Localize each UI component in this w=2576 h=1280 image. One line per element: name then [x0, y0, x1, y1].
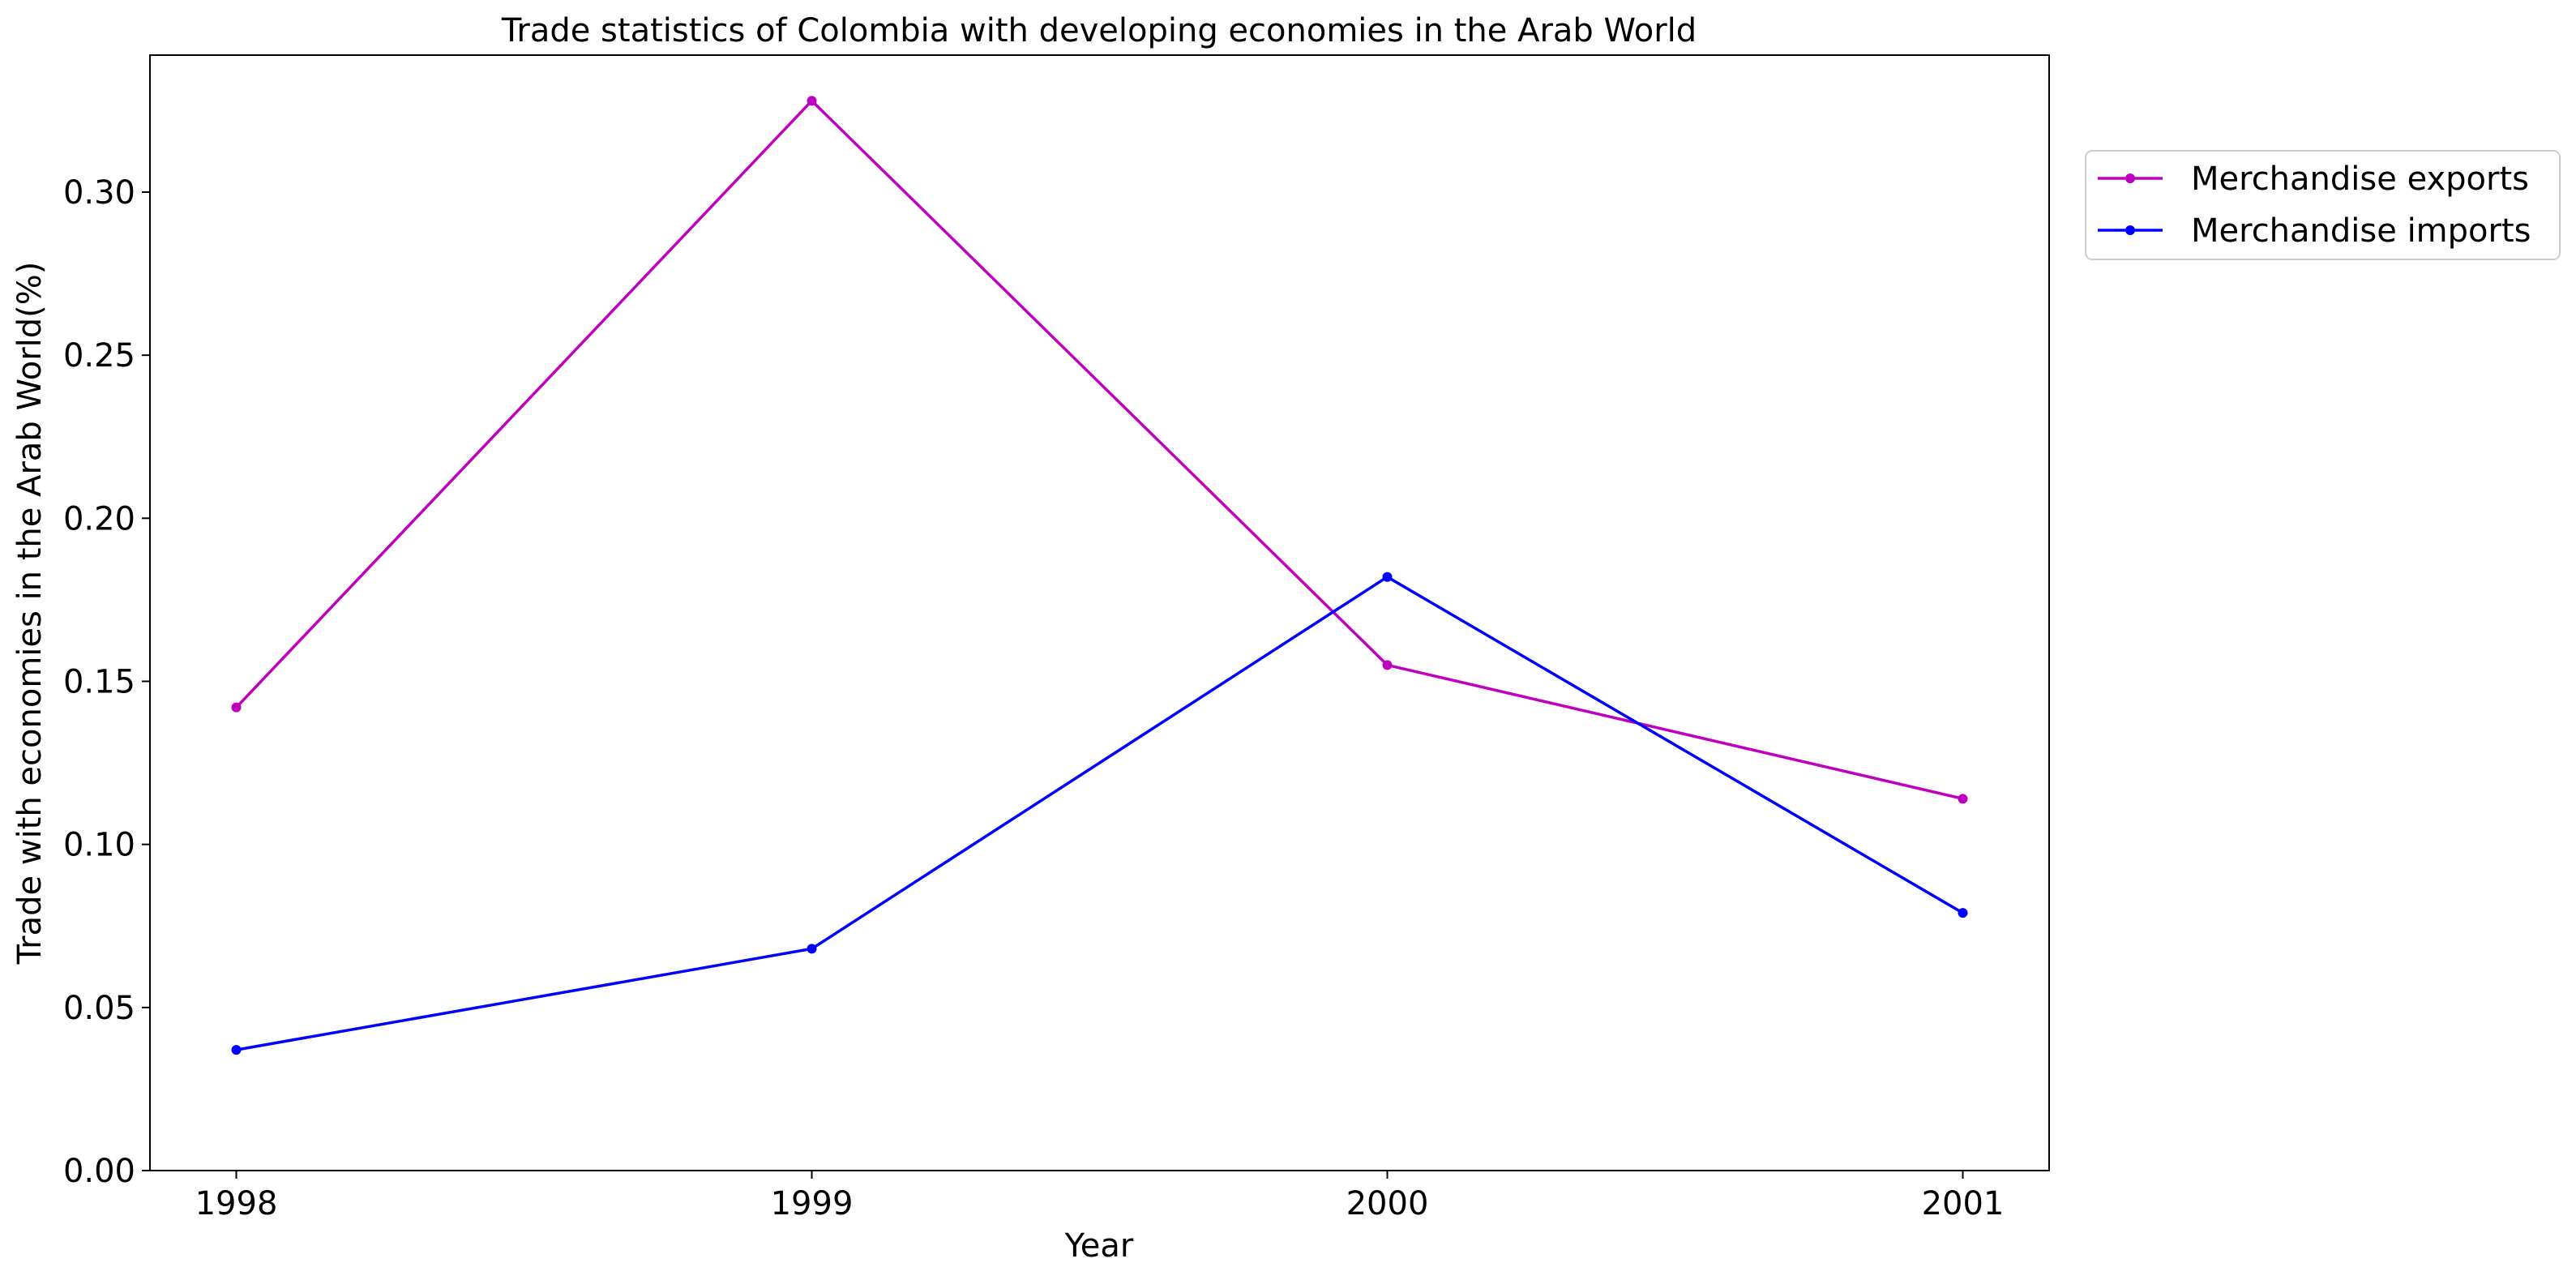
legend: Merchandise exports Merchandise imports [2085, 150, 2561, 260]
data-point [231, 702, 242, 713]
chart-title: Trade statistics of Colombia with develo… [501, 12, 1697, 49]
x-tick-label: 2001 [1922, 1185, 2005, 1222]
legend-label: Merchandise imports [2191, 212, 2531, 250]
series-layer [231, 96, 1968, 1055]
plot-frame [149, 54, 2050, 1171]
legend-swatch-marker [2125, 173, 2135, 183]
y-axis: 0.00 0.05 0.10 0.15 0.20 0.25 0.30 [63, 174, 150, 1190]
y-tick-label: 0.25 [63, 337, 135, 375]
y-tick-label: 0.15 [63, 663, 135, 700]
series-line [235, 98, 1963, 801]
data-point [1958, 908, 1968, 918]
series-imports [231, 572, 1968, 1055]
data-point [231, 1045, 242, 1055]
data-point [1958, 794, 1968, 804]
data-point [1382, 572, 1393, 582]
y-tick-label: 0.10 [63, 827, 135, 864]
series-line [236, 575, 1964, 1051]
y-tick-label: 0.00 [63, 1153, 135, 1190]
data-point [807, 944, 817, 954]
y-tick-label: 0.20 [63, 500, 135, 537]
y-axis-label: Trade with economies in the Arab World(%… [11, 262, 49, 965]
x-tick-label: 1999 [771, 1185, 854, 1222]
x-tick-label: 1998 [195, 1185, 278, 1222]
y-tick-label: 0.05 [63, 990, 135, 1027]
data-point [1382, 660, 1393, 670]
x-axis: 1998 1999 2000 2001 [195, 1171, 2005, 1222]
legend-swatch-marker [2125, 225, 2135, 235]
x-tick-label: 2000 [1346, 1185, 1429, 1222]
legend-frame [2085, 150, 2561, 260]
plot-area: 0.00 0.05 0.10 0.15 0.20 0.25 0.30 1998 1999 200… [63, 54, 2050, 1222]
legend-label: Merchandise exports [2191, 161, 2529, 198]
y-tick-label: 0.30 [63, 174, 135, 212]
data-point [807, 96, 817, 106]
series-exports [231, 96, 1968, 804]
x-axis-label: Year [1064, 1227, 1134, 1265]
